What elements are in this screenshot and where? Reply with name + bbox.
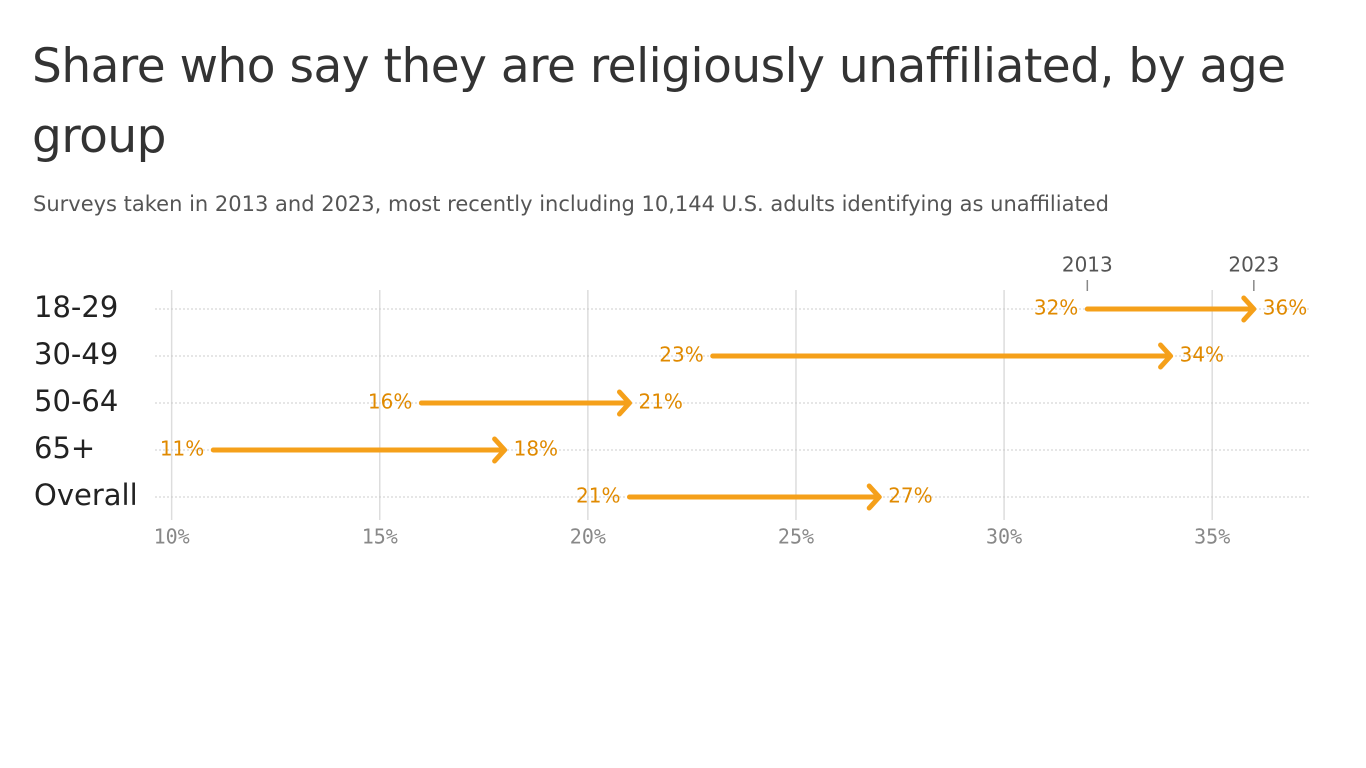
x-tick-label: 10% (154, 525, 190, 549)
value-label: 18% (514, 437, 558, 461)
x-tick-label: 25% (778, 525, 814, 549)
chart-subtitle: Surveys taken in 2013 and 2023, most rec… (33, 192, 1109, 216)
arrow-head (1241, 295, 1257, 323)
y-tick-label: Overall (34, 478, 138, 512)
value-label: 21% (638, 390, 682, 414)
arrow-head (866, 483, 882, 511)
y-tick-label: 65+ (34, 431, 95, 465)
x-tick-label: 20% (570, 525, 606, 549)
arrow-head (616, 389, 632, 417)
y-tick-label: 50-64 (34, 384, 118, 418)
arrow-head (1158, 342, 1174, 370)
arrow-head (492, 436, 508, 464)
y-tick-label: 18-29 (34, 290, 118, 324)
legend-label: 2013 (1062, 253, 1113, 277)
value-label: 27% (888, 484, 932, 508)
value-label: 21% (576, 484, 620, 508)
value-label: 34% (1180, 343, 1224, 367)
x-tick-label: 30% (986, 525, 1022, 549)
value-label: 36% (1263, 296, 1307, 320)
legend-label: 2023 (1228, 253, 1279, 277)
value-label: 11% (160, 437, 204, 461)
x-tick-label: 35% (1194, 525, 1230, 549)
value-label: 32% (1034, 296, 1078, 320)
value-label: 16% (368, 390, 412, 414)
y-tick-label: 30-49 (34, 337, 118, 371)
x-tick-label: 15% (362, 525, 398, 549)
chart-title: Share who say they are religiously unaff… (32, 39, 1286, 164)
value-label: 23% (659, 343, 703, 367)
